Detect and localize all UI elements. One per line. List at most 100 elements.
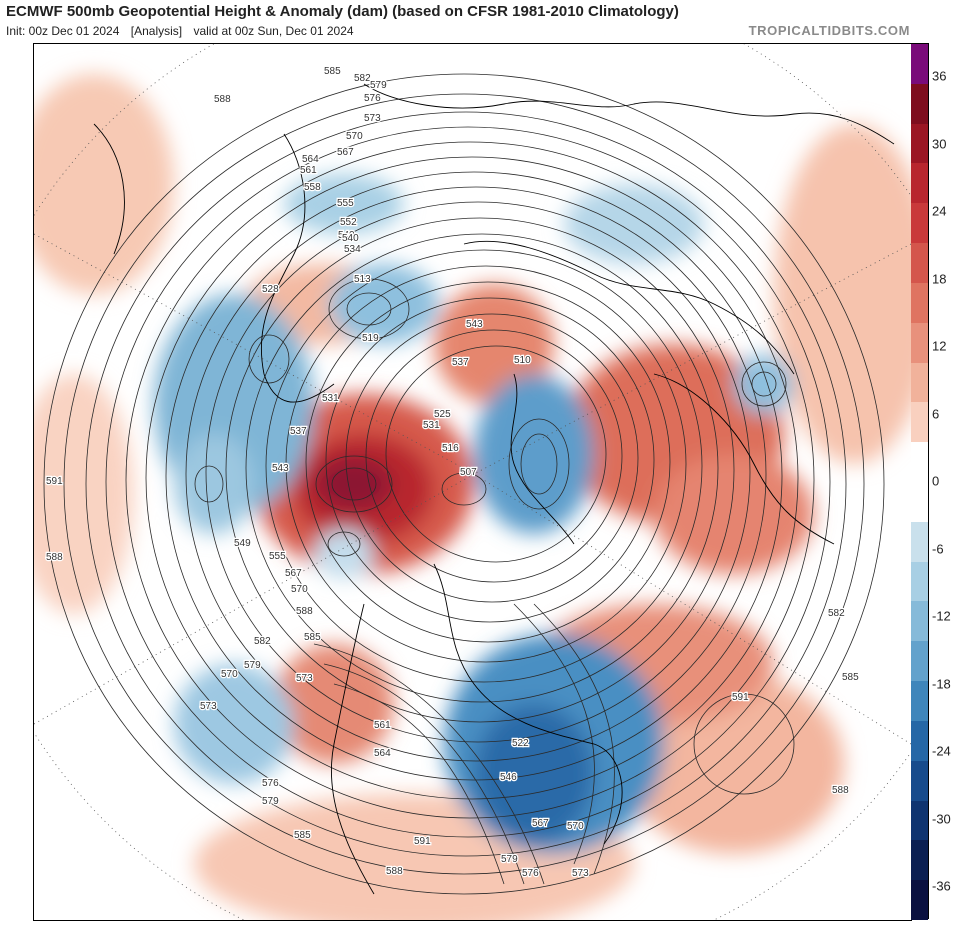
height-contour	[205, 201, 751, 743]
contour-label: 579	[370, 80, 387, 91]
warm-anomaly-area	[34, 374, 134, 614]
colorbar-segment	[911, 282, 928, 324]
height-contour	[305, 281, 671, 643]
colorbar-tick-label: 18	[932, 271, 947, 286]
height-contour	[331, 467, 377, 501]
height-contour	[85, 111, 847, 857]
colorbar-tick-label: -36	[932, 878, 951, 894]
contour-label: 579	[501, 854, 518, 865]
contour-label: 540	[342, 233, 359, 244]
colorbar-tick-label: 6	[932, 406, 940, 421]
longitude-line	[473, 473, 911, 745]
warm-anomaly-area	[434, 284, 554, 404]
contour-label: 537	[290, 426, 307, 437]
colorbar-segment	[911, 362, 928, 403]
contour-label: 576	[364, 93, 381, 104]
contour-label: 582	[354, 73, 371, 84]
height-contour	[265, 249, 703, 683]
contour-label: 576	[522, 868, 539, 879]
contour-label: 585	[324, 66, 341, 77]
height-contour	[165, 171, 783, 781]
contour-label: 528	[262, 284, 279, 295]
colorbar-tick-label: -30	[932, 811, 951, 826]
colorbar-segment	[911, 322, 928, 364]
height-contour	[248, 334, 290, 384]
height-contour	[225, 217, 735, 723]
colorbar-tick-label: 36	[932, 68, 947, 84]
contour-label: 576	[262, 778, 279, 789]
height-contour	[385, 345, 607, 563]
coastline	[93, 123, 125, 255]
contour-label: 582	[828, 608, 845, 619]
colorbar-tick-label: -12	[932, 608, 951, 624]
colorbar-segment	[911, 561, 928, 602]
height-contour	[285, 265, 687, 663]
contour-label: 549	[234, 538, 251, 549]
height-contour	[333, 683, 505, 885]
colorbar-segment	[911, 840, 928, 881]
contour-label: 567	[532, 818, 549, 829]
contour-label: 588	[214, 94, 231, 105]
height-contours	[43, 73, 885, 895]
contour-label: 591	[414, 836, 431, 847]
height-contour	[513, 603, 595, 865]
contour-label: 534	[344, 244, 361, 255]
contour-label: 570	[221, 669, 238, 680]
contour-label: 543	[272, 463, 289, 474]
cold-anomaly-area	[734, 354, 794, 414]
height-contour	[145, 156, 799, 800]
colorbar-segment	[911, 44, 928, 85]
colorbar-segment	[911, 482, 928, 523]
valid-time: valid at 00z Sun, Dec 01 2024	[193, 24, 354, 38]
cold-anomaly-area	[329, 264, 439, 344]
longitude-line	[34, 233, 475, 475]
height-contour	[105, 126, 831, 838]
contour-label: 567	[285, 568, 302, 579]
contour-label: 570	[346, 131, 363, 142]
colorbar-tick-label: 24	[932, 203, 947, 219]
contour-label: 573	[364, 113, 381, 124]
height-contour	[441, 472, 487, 506]
colorbar-tick-label: -6	[932, 541, 944, 556]
contour-label: 588	[46, 552, 63, 563]
contour-label: 537	[452, 357, 469, 368]
height-contour	[520, 433, 558, 495]
contour-label: 573	[296, 673, 313, 684]
cold-anomaly-area	[474, 374, 594, 534]
map-subtitle: Init: 00z Dec 01 2024 [Analysis] valid a…	[6, 24, 362, 38]
colorbar-tick-label: -18	[932, 676, 951, 691]
coastline	[653, 373, 835, 545]
colorbar-segment	[911, 123, 928, 164]
contour-label: 588	[832, 785, 849, 796]
contour-label: 555	[269, 551, 286, 562]
contour-label: 585	[294, 830, 311, 841]
colorbar-segment	[911, 521, 928, 563]
contour-label: 558	[304, 182, 321, 193]
height-contour	[194, 465, 224, 503]
colorbar-segment	[911, 880, 928, 921]
contour-label: 531	[423, 420, 440, 431]
contour-label: 543	[466, 319, 483, 330]
colorbar-segment	[911, 163, 928, 204]
coastline	[463, 240, 795, 375]
coastline	[363, 83, 895, 145]
height-contour	[345, 313, 639, 603]
height-contour	[125, 141, 815, 819]
contour-label: 555	[337, 198, 354, 209]
contour-label: 564	[374, 748, 391, 759]
contour-label: 561	[374, 720, 391, 731]
cold-anomaly-area	[284, 174, 404, 234]
colorbar-tick-label: 12	[932, 338, 947, 354]
contour-label: 585	[304, 632, 321, 643]
height-contour	[751, 371, 777, 397]
height-contour	[533, 603, 615, 875]
contour-label: 591	[732, 692, 749, 703]
contour-label: 588	[386, 866, 403, 877]
colorbar-segment	[911, 243, 928, 284]
colorbar-segment	[911, 203, 928, 244]
coastline	[330, 603, 375, 895]
height-contour	[693, 693, 795, 795]
colorbar-segment	[911, 83, 928, 125]
height-contour	[365, 329, 623, 583]
warm-anomaly-area	[34, 74, 174, 294]
